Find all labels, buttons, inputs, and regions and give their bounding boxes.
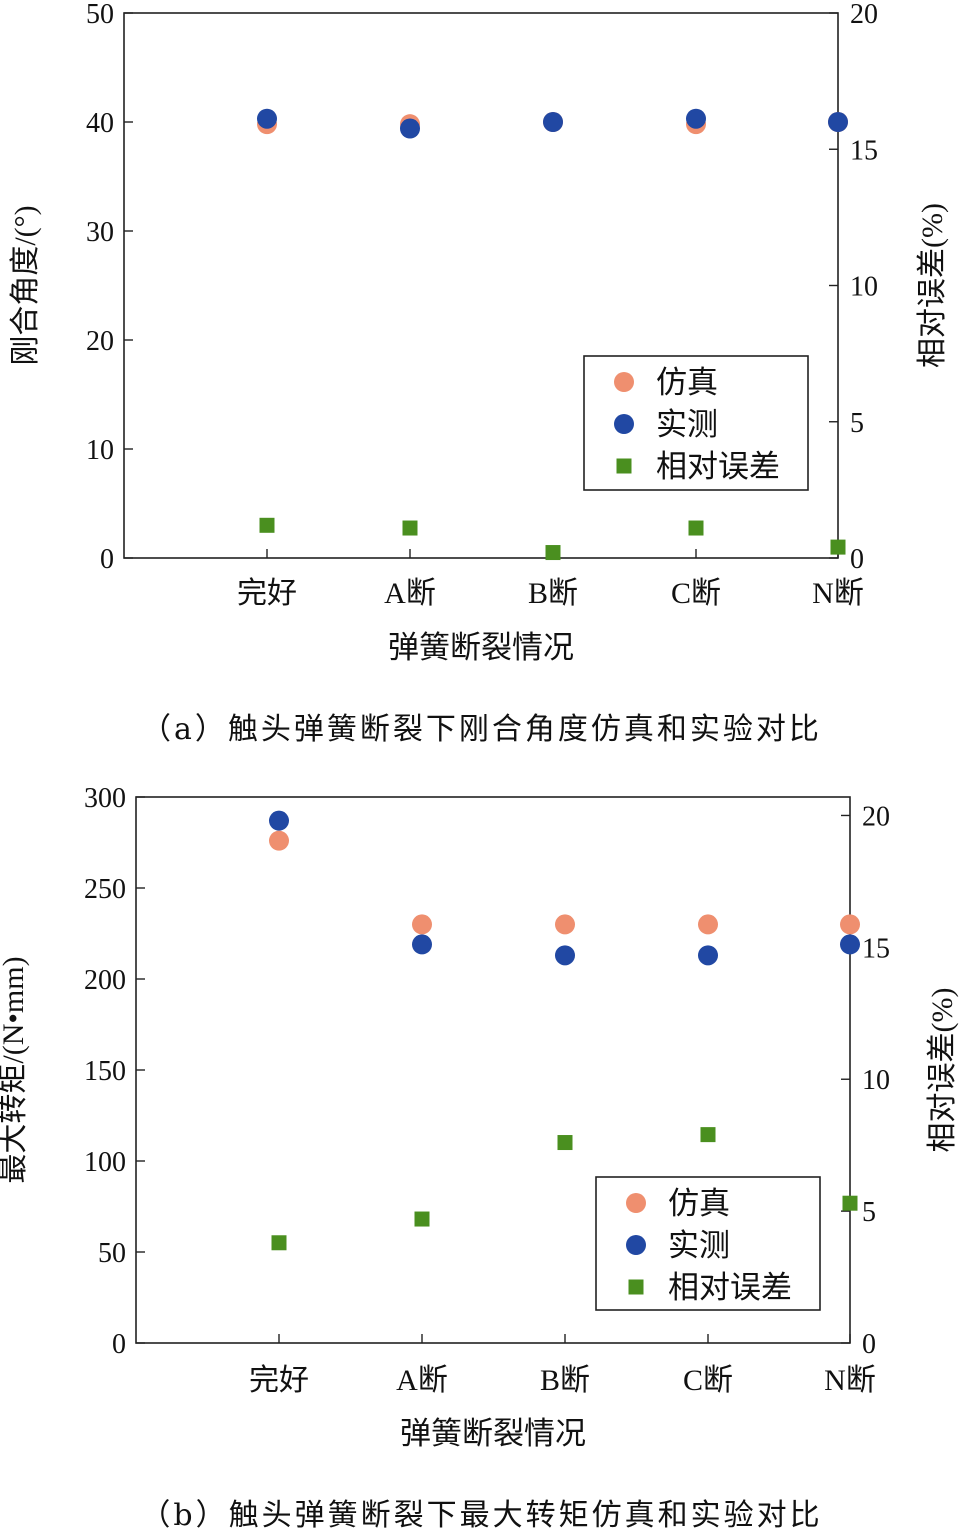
x-axis-title: 弹簧断裂情况 — [388, 630, 574, 665]
y-axis-title: 最大转矩/(N•mm) — [0, 956, 30, 1183]
point-sim — [269, 830, 289, 851]
chart-b: 0 50 100 150 200 250 300 0 5 10 15 20 完好 A断 B断 C断 N断弹簧断裂… — [0, 783, 959, 1451]
point-sim — [698, 914, 718, 935]
y-axis-title: 刚合角度/(°) — [9, 205, 42, 365]
legend-marker — [614, 414, 634, 434]
right-tick-label: 15 — [850, 135, 878, 166]
caption-b: （b）触头弹簧断裂下最大转矩仿真和实验对比 — [140, 1498, 823, 1533]
left-tick-label: 40 — [86, 108, 114, 139]
point-meas — [840, 934, 860, 955]
right-tick-label: 0 — [862, 1329, 876, 1360]
x-tick-label: 完好 — [237, 577, 297, 610]
legend-label: 仿真 — [668, 1186, 730, 1221]
x-tick-label: B断 — [528, 577, 578, 610]
legend-marker — [626, 1235, 646, 1255]
right-tick-label: 10 — [850, 272, 878, 303]
point-error — [842, 1195, 858, 1211]
legend-label: 相对误差 — [656, 449, 780, 484]
legend-label: 实测 — [656, 407, 718, 442]
left-tick-label: 200 — [84, 965, 126, 996]
legend-label: 实测 — [668, 1228, 730, 1263]
left-tick-label: 10 — [86, 435, 114, 466]
left-tick-label: 300 — [84, 783, 126, 814]
right-tick-label: 5 — [862, 1197, 876, 1228]
point-meas — [412, 934, 432, 955]
right-tick-label: 0 — [850, 544, 864, 575]
point-error — [545, 545, 561, 561]
x-tick-label: N断 — [812, 577, 864, 610]
legend-marker — [614, 372, 634, 392]
point-meas — [555, 945, 575, 966]
x-tick-label: B断 — [540, 1364, 590, 1397]
x-tick-label: C断 — [683, 1364, 733, 1397]
right-tick-label: 20 — [862, 801, 890, 832]
point-meas — [698, 945, 718, 966]
left-tick-label: 20 — [86, 326, 114, 357]
left-tick-label: 100 — [84, 1147, 126, 1178]
y-right-axis-title: 相对误差(%) — [926, 988, 959, 1153]
x-tick-label: C断 — [671, 577, 721, 610]
x-tick-label: A断 — [384, 577, 436, 610]
x-tick-label: 完好 — [249, 1364, 309, 1397]
point-sim — [840, 914, 860, 935]
x-tick-label: N断 — [824, 1364, 876, 1397]
left-tick-label: 0 — [112, 1329, 126, 1360]
caption-a: （a）触头弹簧断裂下刚合角度仿真和实验对比 — [141, 712, 822, 747]
point-error — [557, 1135, 573, 1151]
legend-label: 相对误差 — [668, 1270, 792, 1305]
legend-marker — [616, 458, 632, 474]
legend-marker — [628, 1279, 644, 1295]
point-meas — [543, 112, 563, 132]
point-error — [830, 539, 846, 555]
legend-label: 仿真 — [656, 365, 718, 400]
point-error — [402, 520, 418, 536]
point-sim — [555, 914, 575, 935]
point-meas — [269, 810, 289, 831]
point-meas — [257, 108, 277, 129]
point-error — [700, 1127, 716, 1143]
left-tick-label: 0 — [100, 544, 114, 575]
point-error — [688, 520, 704, 536]
point-meas — [400, 118, 420, 139]
right-tick-label: 15 — [862, 933, 890, 964]
point-error — [271, 1235, 287, 1251]
right-tick-label: 20 — [850, 0, 878, 30]
x-axis-title: 弹簧断裂情况 — [400, 1416, 586, 1451]
left-tick-label: 150 — [84, 1056, 126, 1087]
left-tick-label: 250 — [84, 874, 126, 905]
left-tick-label: 50 — [86, 0, 114, 30]
point-error — [259, 517, 275, 533]
right-tick-label: 10 — [862, 1065, 890, 1096]
right-tick-label: 5 — [850, 408, 864, 439]
point-meas — [686, 108, 706, 129]
left-tick-label: 30 — [86, 217, 114, 248]
x-tick-label: A断 — [396, 1364, 448, 1397]
legend-marker — [626, 1193, 646, 1213]
point-sim — [412, 914, 432, 935]
y-right-axis-title: 相对误差(%) — [916, 203, 949, 368]
point-error — [414, 1211, 430, 1227]
left-tick-label: 50 — [98, 1238, 126, 1269]
point-meas — [828, 112, 848, 132]
